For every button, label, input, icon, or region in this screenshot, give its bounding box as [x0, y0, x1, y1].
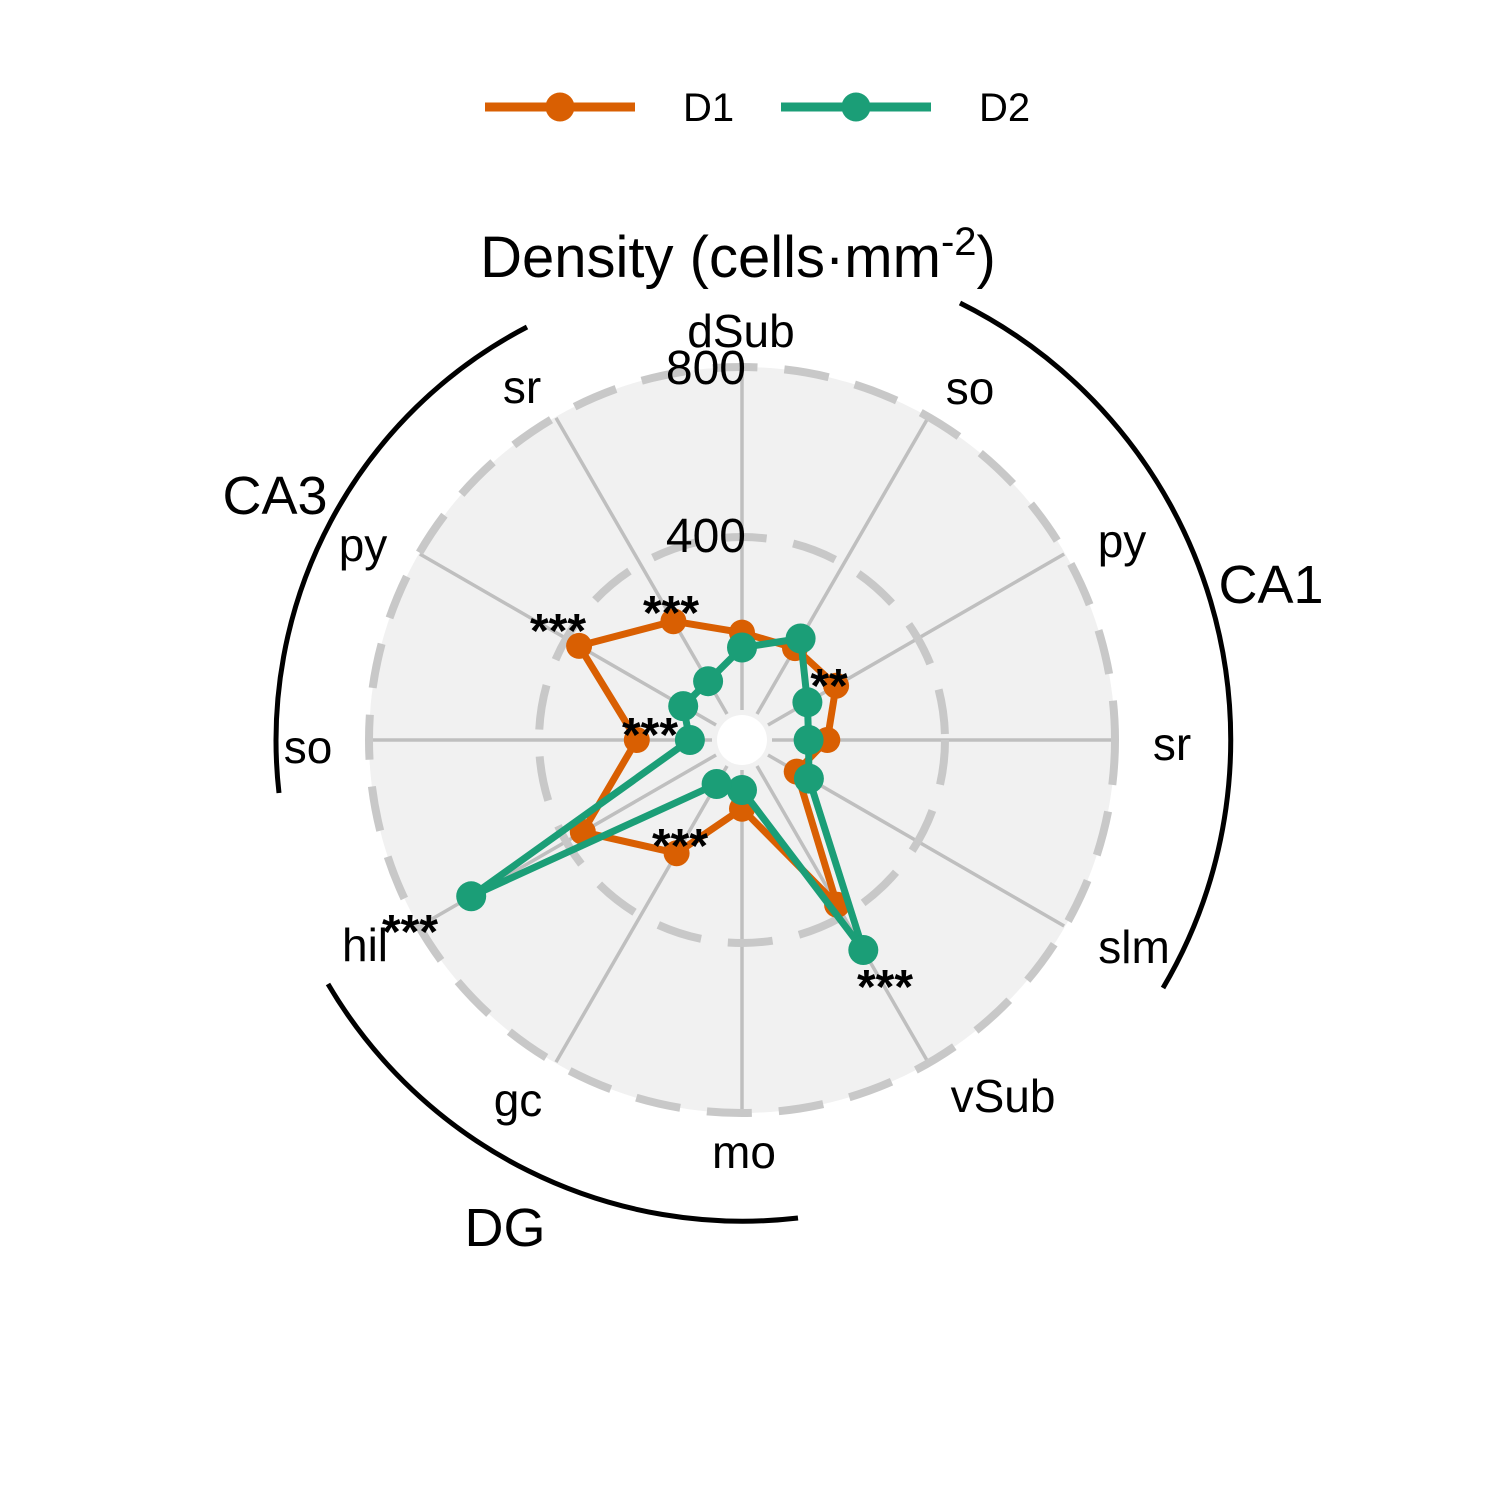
- chart-title: Density (cells·mm-2): [480, 220, 996, 290]
- radial-tick-label-800: 800: [666, 342, 746, 395]
- data-point-d1-py-10: [566, 632, 593, 659]
- data-point-d2-so-1: [785, 623, 816, 654]
- axis-label-slm-4: slm: [1098, 921, 1170, 973]
- axis-label-vSub-5: vSub: [951, 1070, 1056, 1122]
- significance-gc-7: ***: [652, 820, 708, 873]
- data-point-d2-py-2: [792, 687, 823, 718]
- data-point-d1-py-2: [823, 672, 850, 699]
- significance-py-10: ***: [530, 605, 586, 658]
- axis-label-gc-7: gc: [494, 1074, 543, 1126]
- data-point-d1-gc-7: [663, 840, 690, 867]
- axis-label-dSub-0: dSub: [687, 305, 794, 357]
- axis-label-so-1: so: [946, 362, 995, 414]
- significance-hil-8: ***: [382, 906, 438, 959]
- legend-label-d2: D2: [979, 86, 1030, 130]
- significance-vSub-5: ***: [857, 961, 913, 1014]
- grid-ring-800: [365, 363, 1119, 1117]
- significance-py-2: **: [810, 660, 848, 713]
- axis-spoke-so-1: [755, 416, 930, 715]
- axis-label-hil-8: hil: [342, 919, 388, 971]
- data-point-d2-hil-8: [456, 881, 487, 912]
- legend-label-d1: D1: [683, 86, 734, 130]
- data-point-d2-vSub-5: [848, 935, 879, 965]
- legend-marker-d2: [841, 92, 871, 122]
- group-arc-DG: [325, 982, 799, 1224]
- significance-sr-11: ***: [643, 587, 699, 640]
- data-point-d2-so-9: [674, 725, 705, 755]
- significance-so-9: ***: [622, 709, 678, 762]
- axis-label-py-2: py: [1098, 515, 1147, 567]
- group-label-DG: DG: [465, 1198, 546, 1258]
- data-point-d1-so-9: [623, 727, 650, 753]
- group-arc-CA1: [958, 300, 1234, 990]
- polar-center-hole: [717, 715, 767, 765]
- group-label-CA3: CA3: [222, 466, 327, 526]
- data-point-d2-sr-3: [793, 725, 824, 755]
- group-arc-CA3: [273, 324, 529, 794]
- axis-label-sr-11: sr: [503, 361, 541, 413]
- data-point-d2-dSub-0: [727, 632, 757, 663]
- data-point-d2-mo-6: [727, 775, 757, 805]
- axis-label-so-9: so: [284, 721, 333, 773]
- data-point-d2-gc-7: [701, 769, 732, 799]
- legend-marker-d1: [545, 92, 575, 122]
- grid-ring-400: [535, 533, 949, 947]
- axis-label-py-10: py: [339, 519, 388, 571]
- data-point-d2-sr-11: [693, 666, 724, 697]
- data-point-d2-slm-4: [793, 763, 824, 794]
- axis-label-mo-6: mo: [712, 1126, 776, 1178]
- axis-label-sr-3: sr: [1153, 718, 1191, 770]
- axis-spoke-gc-7: [554, 765, 729, 1064]
- data-point-d1-sr-11: [660, 608, 687, 635]
- group-label-CA1: CA1: [1218, 555, 1323, 615]
- data-point-d2-py-10: [668, 691, 699, 722]
- radial-tick-label-400: 400: [666, 510, 746, 563]
- axis-spoke-sr-11: [554, 416, 729, 715]
